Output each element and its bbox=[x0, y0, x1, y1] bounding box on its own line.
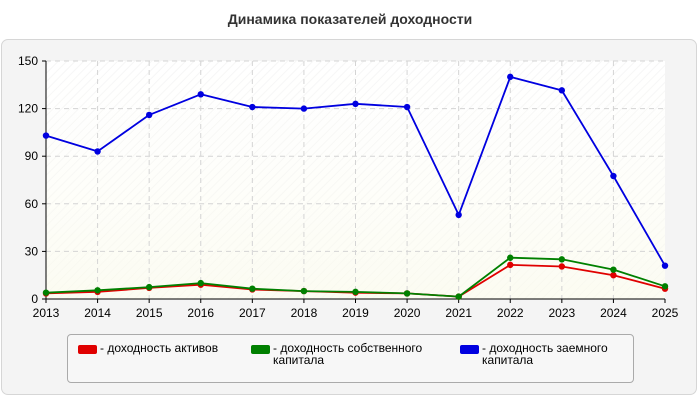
series-1-point bbox=[661, 283, 669, 290]
series-0-point bbox=[558, 263, 566, 270]
chart-title: Динамика показателей доходности bbox=[227, 11, 473, 27]
y-tick-label: 120 bbox=[18, 102, 38, 116]
series-1-point bbox=[403, 290, 411, 297]
x-tick-label: 2017 bbox=[239, 306, 266, 320]
series-0-point bbox=[610, 272, 617, 279]
x-tick-label: 2024 bbox=[600, 306, 627, 320]
legend: - доходность активов - доходность собств… bbox=[67, 334, 634, 383]
series-2-point bbox=[558, 87, 566, 94]
series-2-point bbox=[352, 100, 359, 108]
series-2-point bbox=[249, 103, 256, 111]
legend-swatch-equity bbox=[251, 345, 270, 354]
x-tick-label: 2016 bbox=[187, 306, 214, 320]
legend-swatch-debt bbox=[460, 345, 479, 354]
series-2-point bbox=[42, 132, 50, 139]
series-1-point bbox=[197, 279, 204, 287]
series-2-point bbox=[300, 105, 308, 112]
series-1-point bbox=[610, 266, 617, 273]
x-tick-label: 2018 bbox=[291, 306, 318, 320]
legend-swatch-assets bbox=[78, 345, 97, 354]
x-tick-label: 2021 bbox=[445, 306, 472, 320]
x-tick-label: 2023 bbox=[548, 306, 575, 320]
y-tick-label: 30 bbox=[25, 244, 39, 258]
x-tick-label: 2013 bbox=[33, 306, 60, 320]
y-tick-label: 0 bbox=[31, 292, 38, 306]
legend-item-debt: - доходность заемного капитала bbox=[460, 342, 608, 366]
series-2-point bbox=[145, 111, 153, 119]
x-tick-label: 2019 bbox=[342, 306, 369, 320]
series-1-point bbox=[145, 283, 153, 291]
legend-label-equity: - доходность собственного капитала bbox=[273, 341, 423, 367]
series-2-point bbox=[94, 148, 101, 155]
x-tick-label: 2015 bbox=[136, 306, 163, 320]
x-tick-label: 2025 bbox=[652, 306, 679, 320]
series-1-point bbox=[558, 256, 566, 263]
series-2-point bbox=[507, 73, 514, 81]
series-1-point bbox=[455, 293, 462, 300]
series-1-point bbox=[42, 289, 50, 296]
series-2-point bbox=[455, 211, 462, 219]
x-tick-label: 2022 bbox=[497, 306, 524, 320]
series-2-point bbox=[403, 103, 411, 111]
series-1-point bbox=[94, 287, 101, 294]
series-1-point bbox=[507, 254, 514, 261]
series-2-point bbox=[610, 172, 617, 180]
series-1-point bbox=[300, 287, 308, 295]
y-tick-label: 90 bbox=[25, 149, 39, 163]
x-tick-label: 2020 bbox=[394, 306, 421, 320]
series-0-point bbox=[507, 261, 514, 269]
series-1-point bbox=[249, 285, 256, 292]
y-tick-label: 60 bbox=[25, 197, 39, 211]
legend-item-equity: - доходность собственного капитала bbox=[251, 342, 422, 366]
legend-item-assets: - доходность активов bbox=[78, 342, 218, 354]
legend-label-assets: - доходность активов bbox=[100, 341, 219, 355]
series-2-point bbox=[661, 262, 669, 269]
series-1-point bbox=[352, 288, 359, 296]
legend-label-debt: - доходность заемного капитала bbox=[482, 341, 608, 367]
series-2-point bbox=[197, 91, 204, 98]
y-tick-label: 150 bbox=[18, 54, 38, 68]
x-tick-label: 2014 bbox=[84, 306, 111, 320]
